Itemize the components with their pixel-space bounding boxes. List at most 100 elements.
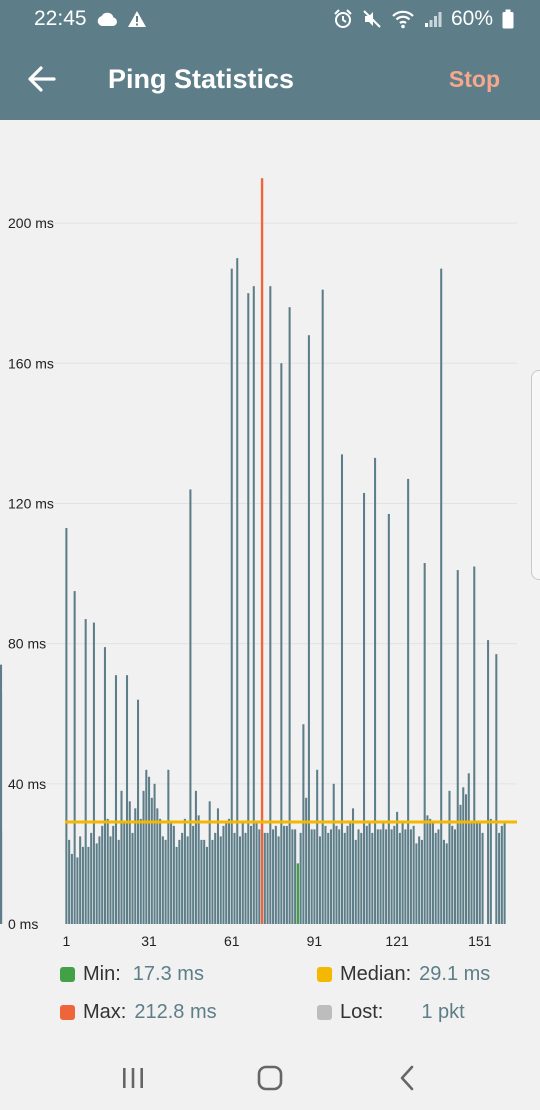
stop-button[interactable]: Stop — [448, 65, 500, 92]
bar — [302, 724, 305, 924]
bar — [125, 675, 129, 924]
page-title: Ping Statistics — [108, 63, 295, 94]
bar — [390, 829, 393, 924]
bar — [103, 647, 106, 924]
bar — [407, 478, 410, 924]
bar — [445, 843, 448, 924]
median-swatch — [317, 967, 332, 982]
bar — [346, 825, 349, 924]
bar — [440, 268, 443, 924]
nav-back-icon — [401, 1065, 414, 1090]
bar — [252, 286, 255, 924]
bar — [222, 825, 225, 924]
signal-icon — [424, 12, 442, 27]
bar — [227, 818, 231, 924]
bar — [360, 832, 363, 924]
bar — [498, 832, 501, 924]
bar — [236, 258, 239, 924]
bar — [431, 822, 434, 924]
bar — [464, 794, 468, 924]
bar — [189, 489, 192, 924]
bar — [269, 286, 272, 924]
bar — [307, 335, 310, 924]
bar — [244, 832, 247, 924]
bar — [453, 829, 457, 924]
bar — [219, 836, 222, 924]
y-tick-label: 200 ms — [8, 215, 54, 231]
bar — [233, 832, 236, 924]
bar — [423, 563, 426, 924]
bar — [418, 836, 421, 924]
bar — [161, 836, 164, 924]
bar — [387, 513, 390, 924]
y-tick-label: 120 ms — [8, 495, 54, 511]
legend-min: Min: 17.3 ms — [60, 963, 204, 986]
legend-median: Median: 29.1 ms — [317, 963, 490, 986]
y-tick-label: 80 ms — [8, 636, 46, 652]
nav-back-button[interactable] — [377, 1053, 437, 1103]
bar — [258, 829, 261, 924]
bar — [412, 825, 415, 924]
bar — [92, 622, 95, 924]
max-bar — [260, 178, 264, 924]
bar — [87, 846, 90, 924]
status-time: 22:45 — [34, 7, 87, 30]
bar — [283, 825, 286, 924]
alarm-icon — [334, 9, 352, 28]
bar — [313, 829, 316, 924]
bar — [500, 825, 503, 924]
bar — [374, 457, 377, 924]
mute-icon — [363, 10, 381, 28]
bar — [349, 822, 352, 924]
bar — [285, 825, 288, 924]
bar — [139, 818, 142, 924]
bar — [153, 783, 156, 924]
bar — [73, 591, 76, 924]
bar — [294, 829, 297, 924]
bar — [379, 829, 382, 924]
bar — [335, 825, 338, 924]
legend-max-value: 212.8 ms — [134, 1001, 217, 1023]
max-swatch — [60, 1005, 75, 1020]
x-tick-label: 91 — [307, 933, 323, 949]
wifi-icon — [392, 10, 414, 29]
bar — [324, 825, 327, 924]
bar — [216, 808, 219, 924]
bar — [291, 829, 294, 924]
bar — [247, 293, 250, 924]
recent-apps-button[interactable] — [103, 1053, 163, 1103]
bar — [250, 825, 253, 924]
legend-median-value: 29.1 ms — [419, 963, 491, 985]
bar — [266, 832, 269, 924]
bar — [357, 829, 360, 924]
chart-area: 0 ms 40 ms 80 ms 120 ms 160 ms 200 ms 1 31 61 91 1… — [0, 120, 540, 950]
bar — [365, 825, 368, 924]
bar — [214, 832, 217, 924]
edge-panel-handle[interactable] — [531, 370, 540, 580]
bar — [299, 832, 302, 924]
bar — [420, 839, 423, 924]
status-right: 60% — [333, 7, 514, 31]
bar — [145, 769, 148, 924]
bar — [123, 822, 126, 924]
bar — [203, 839, 206, 924]
bar — [462, 787, 465, 924]
bar — [79, 836, 82, 924]
bar — [167, 769, 170, 924]
bar — [109, 836, 112, 924]
bar — [473, 566, 476, 924]
home-button[interactable] — [240, 1053, 300, 1103]
bar — [280, 363, 283, 924]
bar — [164, 839, 167, 924]
cloud-icon — [97, 12, 117, 26]
back-button[interactable] — [0, 38, 84, 120]
legend-lost: Lost: 1 pkt — [317, 1001, 465, 1024]
bar — [470, 822, 473, 924]
bar — [495, 654, 498, 924]
bar — [434, 832, 437, 924]
bar — [503, 822, 506, 924]
x-tick-label: 61 — [224, 933, 240, 949]
legend-min-value: 17.3 ms — [132, 963, 204, 985]
bar — [371, 832, 374, 924]
y-tick-label: 0 ms — [8, 916, 38, 932]
